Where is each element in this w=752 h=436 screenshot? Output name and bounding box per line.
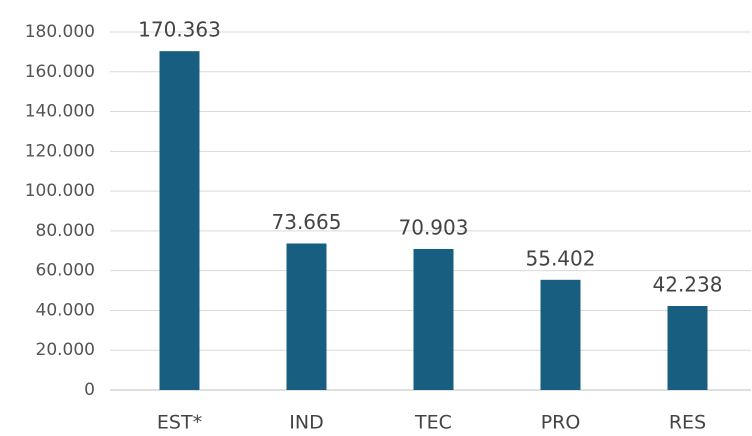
y-tick-label: 100.000 <box>25 181 95 201</box>
x-tick-label: TEC <box>414 412 452 434</box>
y-tick-label: 40.000 <box>36 300 95 320</box>
bar <box>286 243 327 390</box>
x-tick-label: EST* <box>157 412 202 434</box>
y-tick-label: 140.000 <box>25 102 95 122</box>
x-tick-label: PRO <box>541 412 581 434</box>
data-label: 170.363 <box>138 18 221 42</box>
x-tick-label: RES <box>669 412 706 434</box>
y-tick-label: 120.000 <box>25 141 95 161</box>
bar <box>667 305 708 390</box>
data-label: 55.402 <box>526 246 596 270</box>
y-tick-label: 0 <box>84 380 95 400</box>
y-tick-label: 80.000 <box>36 221 95 241</box>
bar <box>540 279 581 390</box>
y-tick-label: 60.000 <box>36 261 95 281</box>
y-tick-label: 180.000 <box>25 22 95 42</box>
data-label: 70.903 <box>399 215 469 239</box>
bar <box>159 51 200 390</box>
y-tick-label: 160.000 <box>25 62 95 82</box>
data-label: 73.665 <box>272 210 342 234</box>
y-tick-label: 20.000 <box>36 340 95 360</box>
data-label: 42.238 <box>653 272 723 296</box>
x-tick-label: IND <box>289 412 323 434</box>
bar <box>413 248 454 390</box>
